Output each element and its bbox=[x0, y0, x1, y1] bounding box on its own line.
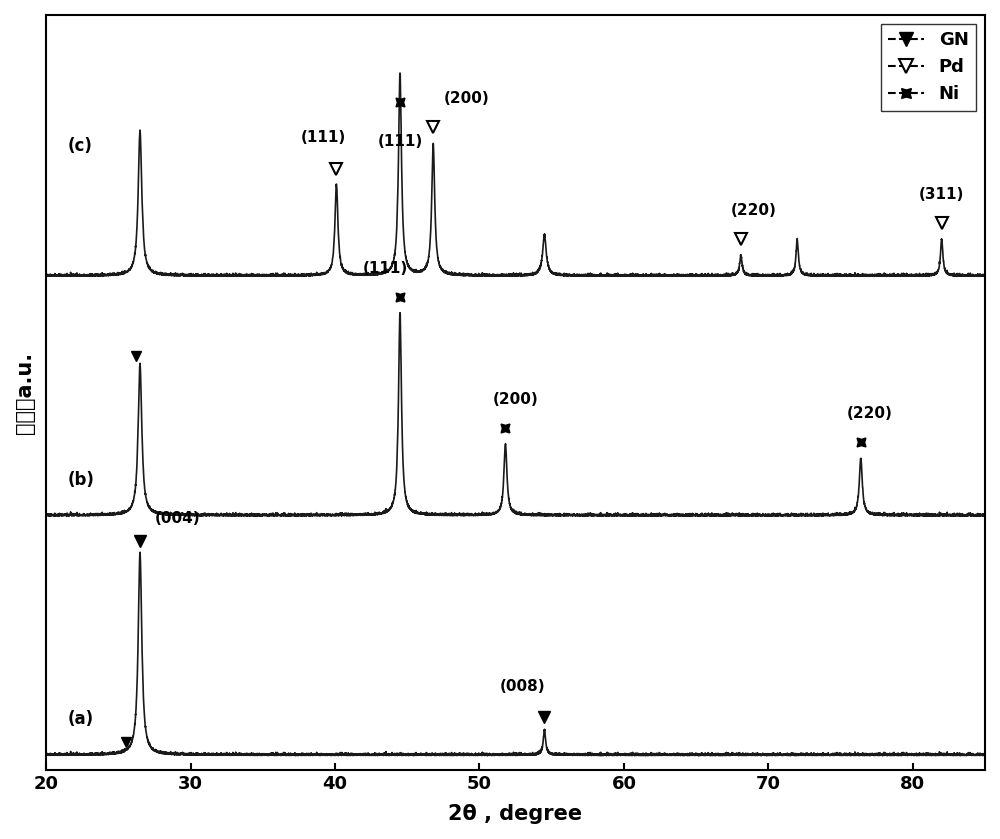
Text: (008): (008) bbox=[500, 679, 546, 694]
Text: (200): (200) bbox=[443, 91, 489, 107]
Text: (111): (111) bbox=[363, 261, 408, 276]
Text: (a): (a) bbox=[68, 710, 94, 728]
Text: (311): (311) bbox=[919, 187, 964, 202]
Y-axis label: 强度，a.u.: 强度，a.u. bbox=[15, 352, 35, 434]
Text: (c): (c) bbox=[68, 137, 93, 154]
Text: (220): (220) bbox=[731, 203, 777, 218]
Text: (220): (220) bbox=[847, 406, 892, 421]
Text: (111): (111) bbox=[301, 129, 346, 144]
Text: (004): (004) bbox=[154, 511, 200, 526]
X-axis label: 2θ , degree: 2θ , degree bbox=[448, 804, 583, 824]
Text: (b): (b) bbox=[68, 471, 95, 488]
Text: (200): (200) bbox=[493, 393, 538, 408]
Legend: GN, Pd, Ni: GN, Pd, Ni bbox=[881, 24, 976, 111]
Text: (111): (111) bbox=[377, 133, 423, 149]
